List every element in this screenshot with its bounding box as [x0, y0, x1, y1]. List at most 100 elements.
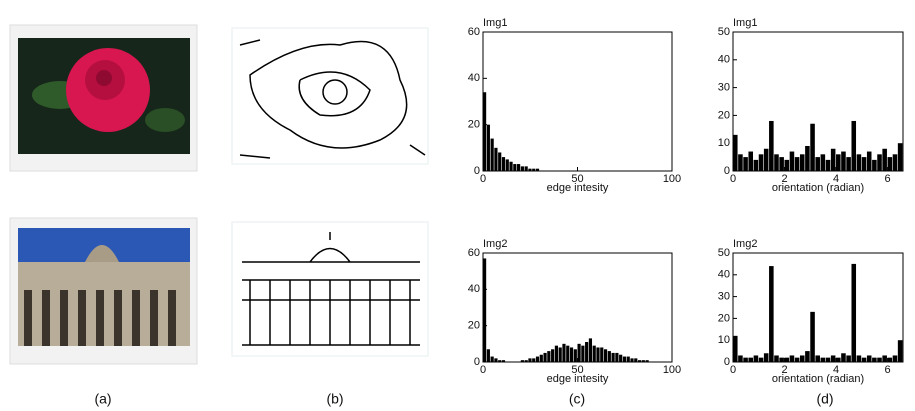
panel-label: (d)	[816, 391, 833, 407]
chart-title: Img2	[733, 238, 757, 250]
bar	[861, 157, 867, 171]
bar	[753, 159, 759, 171]
bar	[748, 151, 754, 171]
x-tick-label: 100	[663, 173, 681, 185]
bar	[820, 357, 826, 362]
bar	[535, 356, 540, 362]
bar	[581, 345, 585, 362]
bar	[758, 357, 764, 362]
bar	[769, 120, 774, 171]
bar	[794, 357, 800, 362]
bar	[841, 151, 846, 171]
edge-map-rose	[231, 27, 429, 165]
bar	[634, 358, 638, 362]
bar	[486, 124, 490, 171]
y-tick-label: 0	[724, 356, 730, 368]
bar	[535, 168, 540, 171]
bar	[789, 151, 795, 171]
bar	[619, 354, 623, 362]
bar	[738, 154, 743, 171]
bar	[892, 154, 898, 171]
bar	[753, 355, 759, 362]
x-axis-label: edge intesity	[547, 373, 609, 385]
bar	[892, 355, 898, 362]
y-tick-label: 20	[468, 119, 480, 131]
y-tick-label: 50	[718, 26, 730, 38]
bar	[841, 353, 846, 362]
bar	[517, 164, 521, 171]
y-tick-label: 60	[468, 26, 480, 38]
bar	[815, 157, 820, 171]
bar	[645, 360, 649, 362]
x-tick-label: 0	[730, 364, 736, 376]
y-tick-label: 0	[724, 165, 730, 177]
bar	[520, 166, 524, 171]
y-tick-label: 0	[474, 165, 480, 177]
y-tick-label: 40	[718, 269, 730, 281]
bar	[524, 166, 528, 171]
bar	[887, 357, 893, 362]
chart-title: Img2	[483, 238, 507, 250]
bar	[748, 357, 754, 362]
bar	[877, 154, 882, 171]
bar	[825, 357, 831, 362]
chart-title: Img1	[483, 17, 507, 29]
bar	[532, 168, 536, 171]
bar	[846, 157, 851, 171]
bar	[483, 92, 487, 171]
bar	[763, 353, 769, 362]
bar	[872, 357, 877, 362]
bar	[592, 345, 596, 362]
bar	[611, 352, 615, 362]
plot-frame	[482, 31, 673, 172]
bar	[641, 360, 645, 362]
bar	[825, 159, 831, 171]
y-tick-label: 40	[718, 54, 730, 66]
bar	[622, 356, 627, 362]
bar	[784, 357, 790, 362]
bar	[784, 159, 790, 171]
bar	[490, 138, 494, 171]
x-axis-label: edge intesity	[547, 182, 609, 194]
bar	[779, 357, 784, 362]
x-tick-label: 50	[571, 364, 583, 376]
bar	[733, 335, 738, 362]
edge-map-building	[231, 221, 429, 357]
y-tick-label: 40	[468, 283, 480, 295]
y-tick-label: 20	[468, 320, 480, 332]
bar	[528, 358, 532, 362]
bar	[877, 357, 882, 362]
bar	[799, 154, 805, 171]
bar	[615, 352, 619, 362]
x-tick-label: 4	[833, 173, 839, 185]
bar	[637, 360, 642, 362]
y-tick-label: 0	[474, 356, 480, 368]
bar	[763, 148, 769, 171]
x-tick-label: 6	[884, 364, 890, 376]
bar	[547, 351, 551, 362]
y-tick-label: 10	[718, 137, 730, 149]
bar	[738, 355, 743, 362]
bar	[494, 147, 498, 171]
bar	[805, 145, 810, 171]
y-tick-label: 20	[718, 109, 730, 121]
y-tick-label: 20	[718, 312, 730, 324]
bar	[856, 355, 862, 362]
bar	[588, 338, 593, 362]
bar	[600, 347, 604, 362]
bar	[513, 164, 517, 171]
bar	[774, 355, 779, 362]
panel-label: (c)	[569, 391, 585, 407]
chart-title: Img1	[733, 17, 757, 29]
bar	[603, 349, 608, 362]
x-tick-label: 0	[730, 173, 736, 185]
bar	[562, 343, 566, 362]
x-tick-label: 0	[480, 364, 486, 376]
y-tick-label: 10	[718, 334, 730, 346]
bar	[532, 358, 536, 362]
bar	[509, 161, 513, 171]
bar	[626, 356, 630, 362]
bar	[501, 157, 506, 171]
bar	[520, 360, 524, 362]
